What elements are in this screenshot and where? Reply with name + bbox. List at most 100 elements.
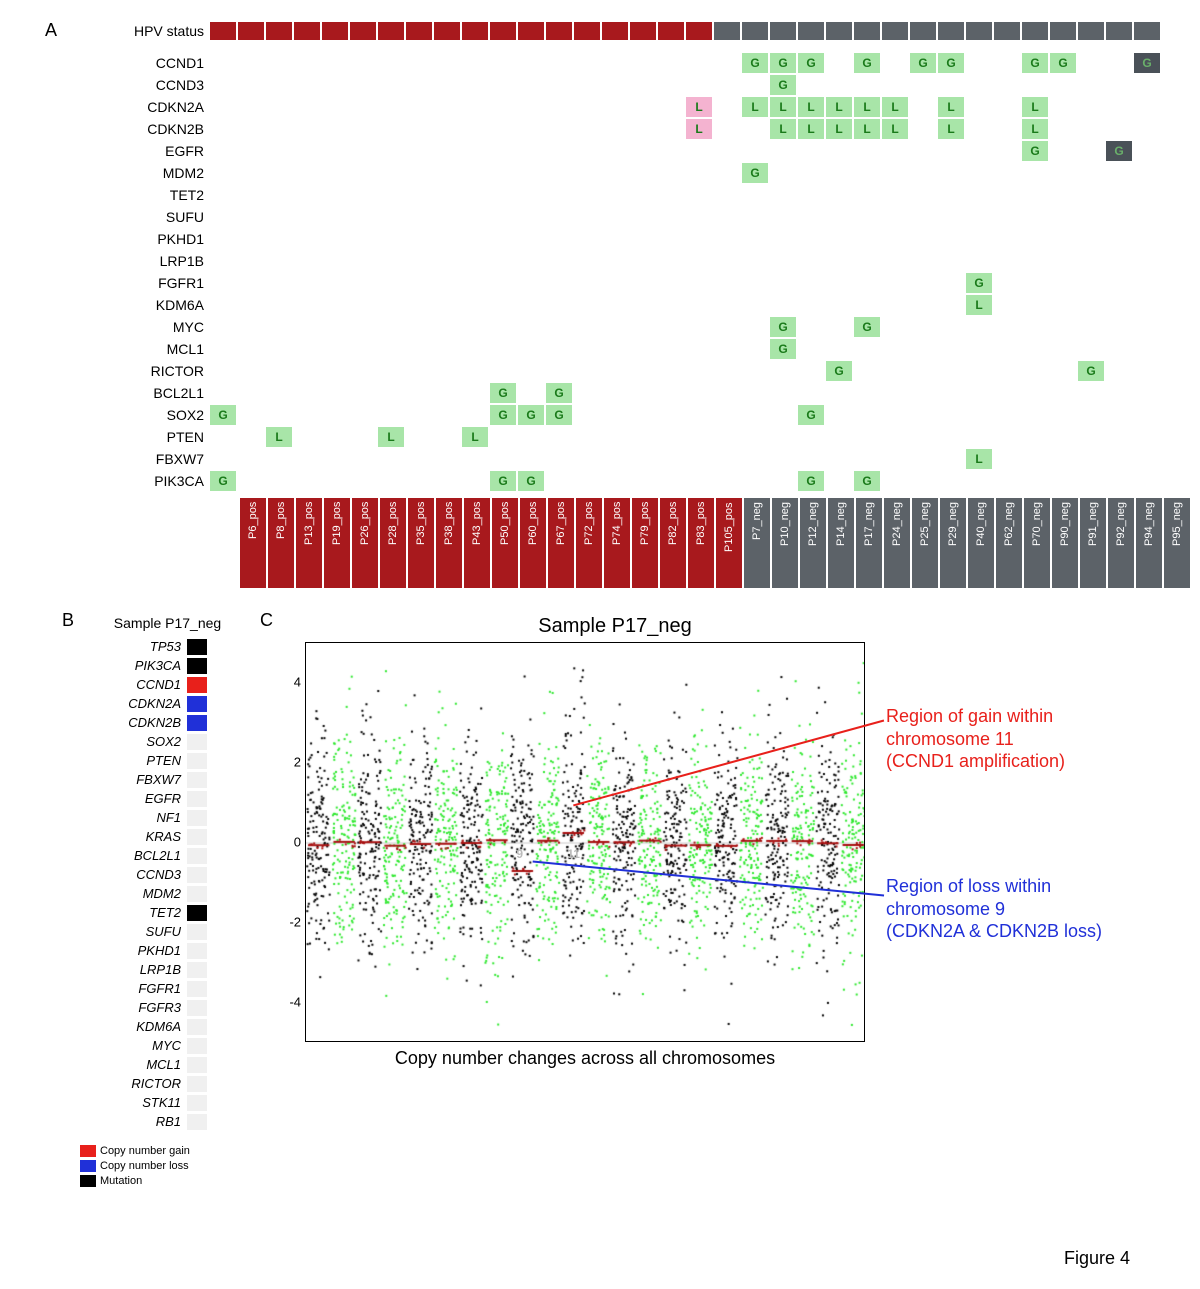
gene-cell (910, 75, 936, 95)
annotation-loss: Region of loss withinchromosome 9(CDKN2A… (886, 875, 1102, 943)
gene-cell: L (770, 97, 796, 117)
gene-cell (938, 405, 964, 425)
gene-cell (910, 207, 936, 227)
gene-cell (1106, 471, 1132, 491)
gene-cell (238, 75, 264, 95)
gene-cell (518, 163, 544, 183)
sample-label: P8_pos (268, 498, 294, 588)
gene-cell (546, 251, 572, 271)
gene-cell (602, 471, 628, 491)
panel-b-gene-cell (187, 1076, 207, 1092)
gene-cell: G (770, 53, 796, 73)
gene-cell (462, 75, 488, 95)
sample-label: P105_pos (716, 498, 742, 588)
gene-row: TET2 (100, 184, 1160, 206)
gene-cell: L (826, 97, 852, 117)
gene-cell (378, 273, 404, 293)
gene-cell (406, 427, 432, 447)
gene-cell (490, 207, 516, 227)
gene-cell (294, 273, 320, 293)
gene-cell (1078, 471, 1104, 491)
legend-swatch (80, 1145, 96, 1157)
gene-cell (994, 405, 1020, 425)
gene-cell (434, 75, 460, 95)
gene-cell (210, 97, 236, 117)
gene-cell (910, 405, 936, 425)
gene-cell: G (1022, 53, 1048, 73)
gene-cell (742, 317, 768, 337)
gene-cell (350, 427, 376, 447)
gene-cell (574, 185, 600, 205)
gene-cell (658, 75, 684, 95)
panel-b-gene-label: KDM6A (80, 1019, 185, 1034)
gene-cell (1022, 295, 1048, 315)
gene-cell (1050, 97, 1076, 117)
gene-cell (742, 229, 768, 249)
gene-cell (1134, 317, 1160, 337)
gene-cell (322, 97, 348, 117)
gene-cell (630, 317, 656, 337)
gene-cell (1050, 75, 1076, 95)
gene-cell (994, 361, 1020, 381)
gene-cell (378, 317, 404, 337)
panel-b-gene-label: KRAS (80, 829, 185, 844)
gene-cell (546, 75, 572, 95)
gene-cell (1134, 427, 1160, 447)
hpv-cell (882, 22, 908, 40)
gene-cell (602, 119, 628, 139)
gene-cell (854, 427, 880, 447)
sample-label: P26_pos (352, 498, 378, 588)
chrom-label: 9 (516, 847, 523, 861)
gene-cell (742, 185, 768, 205)
panel-b-gene-row: MCL1 (80, 1055, 255, 1074)
gene-cell (490, 53, 516, 73)
gene-cell (742, 383, 768, 403)
gene-cell (910, 295, 936, 315)
gene-cell (630, 273, 656, 293)
gene-cell (910, 141, 936, 161)
hpv-cell (518, 22, 544, 40)
hpv-cell (658, 22, 684, 40)
gene-cell (350, 339, 376, 359)
gene-cell (490, 229, 516, 249)
gene-cell (238, 251, 264, 271)
gene-row: SOX2GGGGG (100, 404, 1160, 426)
gene-cell (658, 141, 684, 161)
gene-cell (434, 427, 460, 447)
gene-cell (574, 471, 600, 491)
gene-cell (518, 207, 544, 227)
gene-cell (938, 361, 964, 381)
gene-label: PIK3CA (100, 473, 210, 489)
hpv-cell (266, 22, 292, 40)
gene-cell: G (210, 471, 236, 491)
gene-cell (210, 75, 236, 95)
gene-cell (1050, 295, 1076, 315)
gene-cell (630, 75, 656, 95)
gene-cell (294, 405, 320, 425)
panel-b-gene-label: BCL2L1 (80, 848, 185, 863)
gene-cell (994, 141, 1020, 161)
gene-cell (714, 471, 740, 491)
hpv-cell (770, 22, 796, 40)
gene-cell (826, 427, 852, 447)
gene-cell (1134, 405, 1160, 425)
gene-cell (826, 295, 852, 315)
gene-cell (994, 273, 1020, 293)
gene-cell (770, 471, 796, 491)
gene-cell (462, 405, 488, 425)
gene-label: BCL2L1 (100, 385, 210, 401)
gene-cell (210, 273, 236, 293)
gene-cell (266, 163, 292, 183)
panel-b-gene-label: STK11 (80, 1095, 185, 1110)
gene-cell (854, 163, 880, 183)
gene-cell (1078, 251, 1104, 271)
hpv-cell (378, 22, 404, 40)
gene-cell (798, 141, 824, 161)
gene-cell: L (966, 449, 992, 469)
figure-label: Figure 4 (1064, 1248, 1130, 1269)
gene-cell (322, 251, 348, 271)
gene-cell (1134, 119, 1160, 139)
gene-cell (798, 75, 824, 95)
gene-cell (1078, 141, 1104, 161)
gene-cell (714, 361, 740, 381)
